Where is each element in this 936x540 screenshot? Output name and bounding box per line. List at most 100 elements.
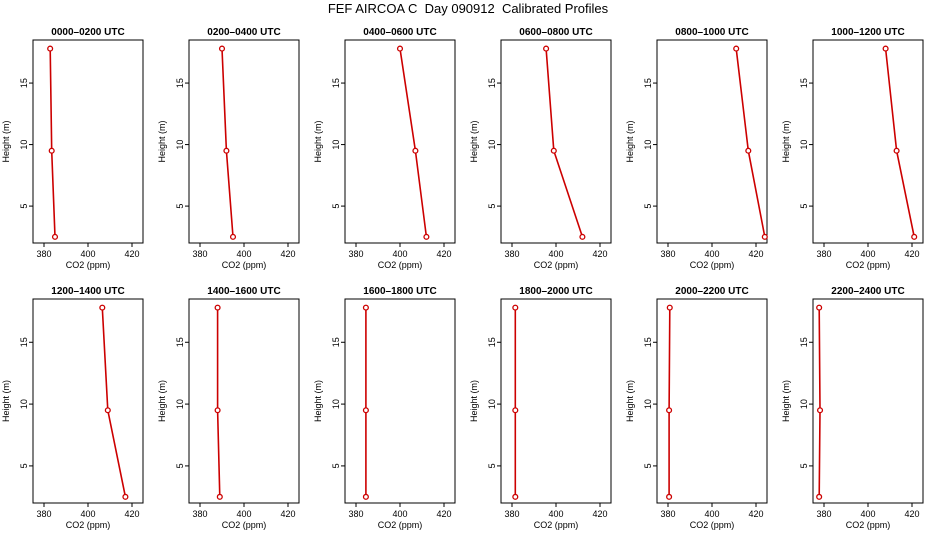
data-point xyxy=(229,233,237,240)
y-tick-label: 10 xyxy=(799,140,809,150)
x-tick-label: 400 xyxy=(392,249,407,259)
profile-panel: 1800–2000 UTC 380 400 420 5 10 15 CO2 (ppm) Heig… xyxy=(469,286,612,530)
panel-title: 1200–1400 UTC xyxy=(51,286,124,297)
x-tick-label: 420 xyxy=(436,249,451,259)
x-tick-label: 420 xyxy=(748,249,763,259)
y-tick-label: 10 xyxy=(487,399,497,409)
y-axis-label: Height (m) xyxy=(625,380,635,422)
x-axis-label: CO2 (ppm) xyxy=(846,260,891,270)
y-tick-label: 5 xyxy=(487,463,497,468)
profile-panel: 0400–0600 UTC 380 400 420 5 10 15 CO2 (ppm) Heig… xyxy=(313,27,456,270)
x-tick-label: 400 xyxy=(548,509,563,519)
y-tick-label: 15 xyxy=(487,78,497,88)
data-point xyxy=(362,304,369,311)
y-tick-label: 15 xyxy=(175,337,185,347)
profile-line xyxy=(735,48,766,237)
y-tick-label: 10 xyxy=(643,399,653,409)
y-axis-label: Height (m) xyxy=(313,380,323,422)
x-tick-label: 400 xyxy=(860,249,875,259)
x-axis-label: CO2 (ppm) xyxy=(534,260,579,270)
panel-title: 1400–1600 UTC xyxy=(207,286,280,297)
data-point xyxy=(122,493,129,500)
x-axis-label: CO2 (ppm) xyxy=(378,260,423,270)
y-axis-label: Height (m) xyxy=(625,120,635,162)
y-axis-label: Height (m) xyxy=(469,380,479,422)
x-tick-label: 380 xyxy=(348,249,363,259)
data-point xyxy=(745,147,752,154)
profile-line xyxy=(216,307,221,497)
y-tick-label: 15 xyxy=(799,337,809,347)
x-axis-label: CO2 (ppm) xyxy=(222,520,267,530)
panel-title: 0600–0800 UTC xyxy=(519,27,592,38)
data-point xyxy=(816,493,823,500)
x-tick-label: 400 xyxy=(548,249,563,259)
page-title: FEF AIRCOA C Day 090912 Calibrated Profi… xyxy=(327,1,609,16)
profile-panel: 2200–2400 UTC 380 400 420 5 10 15 CO2 (ppm) Heig… xyxy=(781,286,924,530)
panel-title: 0400–0600 UTC xyxy=(363,27,436,38)
x-tick-label: 420 xyxy=(748,509,763,519)
data-point xyxy=(666,493,673,500)
data-point xyxy=(512,493,519,500)
data-point xyxy=(99,304,106,311)
profile-line xyxy=(545,48,584,238)
y-tick-label: 5 xyxy=(643,204,653,209)
data-point xyxy=(216,493,223,500)
x-tick-label: 380 xyxy=(192,249,207,259)
y-tick-label: 10 xyxy=(331,399,341,409)
x-tick-label: 380 xyxy=(660,509,675,519)
x-axis-label: CO2 (ppm) xyxy=(534,520,579,530)
panel-title: 0000–0200 UTC xyxy=(51,27,124,38)
x-tick-label: 380 xyxy=(36,509,51,519)
x-tick-label: 380 xyxy=(660,249,675,259)
x-tick-label: 380 xyxy=(348,509,363,519)
y-axis-label: Height (m) xyxy=(1,380,11,422)
x-tick-label: 400 xyxy=(704,509,719,519)
profile-line xyxy=(668,307,671,497)
y-tick-label: 15 xyxy=(331,78,341,88)
panel-title: 1600–1800 UTC xyxy=(363,286,436,297)
x-tick-label: 400 xyxy=(704,249,719,259)
y-axis-label: Height (m) xyxy=(1,120,11,162)
data-point xyxy=(512,407,519,414)
y-tick-label: 5 xyxy=(175,463,185,468)
plot-frame xyxy=(344,39,456,244)
profile-panel: 0000–0200 UTC 380 400 420 5 10 15 CO2 (ppm) Heig… xyxy=(1,27,144,270)
x-tick-label: 420 xyxy=(124,249,139,259)
profile-line xyxy=(221,48,234,237)
y-tick-label: 15 xyxy=(487,337,497,347)
data-point xyxy=(666,304,673,311)
profile-panel: 1000–1200 UTC 380 400 420 5 10 15 CO2 (ppm) Heig… xyxy=(781,27,924,270)
y-tick-label: 10 xyxy=(175,399,185,409)
profile-panel: 0600–0800 UTC 380 400 420 5 10 15 CO2 (ppm) Heig… xyxy=(469,27,612,270)
y-tick-label: 5 xyxy=(799,463,809,468)
y-axis-label: Height (m) xyxy=(781,380,791,422)
x-tick-label: 380 xyxy=(504,249,519,259)
data-point xyxy=(47,45,54,52)
data-point xyxy=(543,45,550,52)
profile-panel: 2000–2200 UTC 380 400 420 5 10 15 CO2 (ppm) Heig… xyxy=(625,286,768,530)
y-tick-label: 5 xyxy=(331,204,341,209)
y-tick-label: 15 xyxy=(331,337,341,347)
plot-frame xyxy=(32,298,144,504)
x-tick-label: 420 xyxy=(280,509,295,519)
x-tick-label: 380 xyxy=(504,509,519,519)
y-tick-label: 10 xyxy=(19,399,29,409)
profile-panel: 1400–1600 UTC 380 400 420 5 10 15 CO2 (ppm) Heig… xyxy=(157,286,300,530)
plot-frame xyxy=(32,39,144,244)
y-tick-label: 15 xyxy=(643,78,653,88)
x-tick-label: 400 xyxy=(236,249,251,259)
data-point xyxy=(48,147,55,154)
x-axis-label: CO2 (ppm) xyxy=(222,260,267,270)
x-axis-label: CO2 (ppm) xyxy=(66,520,111,530)
y-tick-label: 15 xyxy=(799,78,809,88)
x-tick-label: 400 xyxy=(80,249,95,259)
x-axis-label: CO2 (ppm) xyxy=(846,520,891,530)
plot-frame xyxy=(500,39,612,244)
data-point xyxy=(362,493,369,500)
data-point xyxy=(512,304,519,311)
data-point xyxy=(412,147,419,154)
profile-line xyxy=(884,48,915,237)
y-tick-label: 10 xyxy=(643,140,653,150)
data-point xyxy=(214,304,221,311)
y-tick-label: 5 xyxy=(643,463,653,468)
